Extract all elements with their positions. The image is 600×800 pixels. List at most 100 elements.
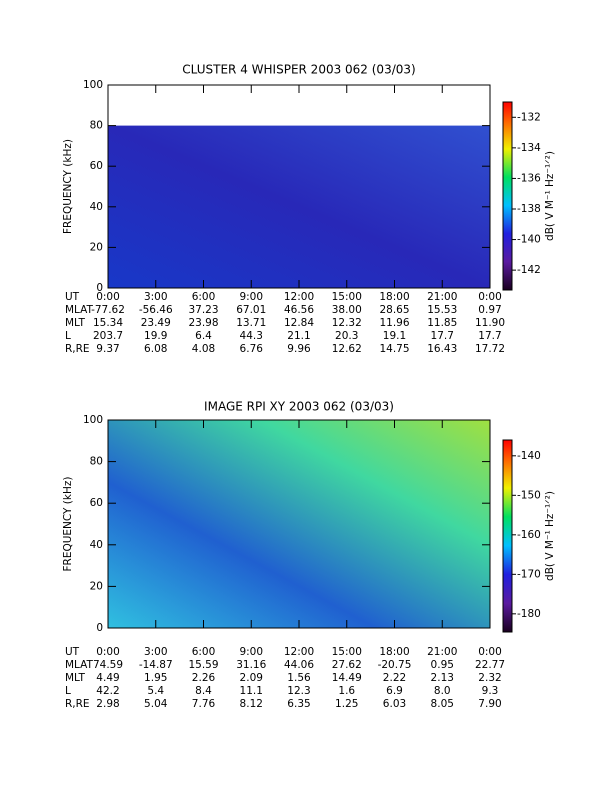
ephemeris-value: 1.6	[338, 685, 355, 697]
ephemeris-label: UT	[65, 646, 80, 658]
colorbar-tick-label: -150	[517, 489, 541, 501]
ephemeris-value: 37.23	[188, 304, 218, 316]
ephemeris-value: 6.4	[195, 330, 212, 342]
ephemeris-value: 0:00	[96, 291, 120, 303]
ephemeris-value: 20.3	[335, 330, 358, 342]
ephemeris-value: 1.25	[335, 698, 358, 710]
y-tick-label: 80	[90, 456, 103, 468]
ephemeris-value: -56.46	[139, 304, 173, 316]
ephemeris-value: 7.90	[478, 698, 501, 710]
ephemeris-value: 9.96	[287, 343, 311, 355]
ephemeris-value: 8.12	[240, 698, 263, 710]
colorbar	[502, 439, 513, 633]
ephemeris-value: 0:00	[478, 646, 502, 658]
ephemeris-value: 18:00	[379, 291, 409, 303]
ephemeris-label: L	[65, 330, 71, 342]
ephemeris-value: 18:00	[379, 646, 409, 658]
colorbar-tick-label: -132	[517, 111, 541, 123]
ephemeris-value: 38.00	[332, 304, 362, 316]
ephemeris-value: 7.76	[192, 698, 216, 710]
ephemeris-value: 4.08	[192, 343, 215, 355]
ephemeris-value: 3:00	[144, 646, 168, 658]
ephemeris-value: 15.53	[427, 304, 457, 316]
ephemeris-value: 0:00	[96, 646, 120, 658]
ephemeris-value: 6.35	[287, 698, 310, 710]
ephemeris-value: 6.08	[144, 343, 167, 355]
ephemeris-value: -14.87	[139, 659, 173, 671]
ephemeris-value: 0.95	[431, 659, 454, 671]
ephemeris-value: 2.32	[478, 672, 501, 684]
colorbar-tick-label: -140	[517, 234, 541, 246]
y-tick-label: 100	[83, 414, 103, 426]
ephemeris-value: 4.49	[96, 672, 119, 684]
y-tick-label: 100	[83, 79, 103, 91]
colorbar-tick-label: -140	[517, 450, 541, 462]
colorbar	[502, 101, 513, 291]
ephemeris-value: 8.0	[434, 685, 451, 697]
ephemeris-value: 9:00	[239, 291, 263, 303]
ephemeris-value: -77.62	[91, 304, 125, 316]
ephemeris-label: MLAT	[65, 304, 94, 316]
ephemeris-label: MLT	[65, 672, 85, 684]
ephemeris-value: 203.7	[93, 330, 123, 342]
y-axis-label: FREQUENCY (kHz)	[62, 139, 74, 234]
y-tick-label: 80	[90, 120, 103, 132]
ephemeris-value: 28.65	[379, 304, 409, 316]
y-tick-label: 60	[90, 160, 103, 172]
ephemeris-value: 6.03	[383, 698, 406, 710]
ephemeris-value: 12.84	[284, 317, 314, 329]
ephemeris-value: 21:00	[427, 291, 457, 303]
ephemeris-value: 17.7	[478, 330, 501, 342]
ephemeris-value: 74.59	[93, 659, 123, 671]
y-tick-label: 40	[90, 201, 103, 213]
ephemeris-label: MLAT	[65, 659, 94, 671]
ephemeris-value: 17.72	[475, 343, 505, 355]
ephemeris-value: 42.2	[96, 685, 119, 697]
y-tick-label: 0	[96, 282, 103, 294]
ephemeris-value: 6:00	[192, 646, 216, 658]
y-tick-label: 20	[90, 241, 103, 253]
colorbar-tick-label: -170	[517, 568, 541, 580]
ephemeris-value: 5.4	[147, 685, 164, 697]
colorbar-tick-label: -180	[517, 608, 541, 620]
y-tick-label: 0	[96, 622, 103, 634]
colorbar-tick-label: -138	[517, 203, 541, 215]
colorbar-label: dB( V M⁻¹ Hz⁻¹ᐟ²)	[544, 151, 556, 241]
ephemeris-value: 21:00	[427, 646, 457, 658]
ephemeris-value: 0.97	[478, 304, 501, 316]
ephemeris-value: 2.26	[192, 672, 216, 684]
chart-title: CLUSTER 4 WHISPER 2003 062 (03/03)	[182, 63, 415, 77]
ephemeris-value: 8.05	[431, 698, 454, 710]
ephemeris-value: 9.37	[96, 343, 119, 355]
ephemeris-value: 21.1	[287, 330, 310, 342]
ephemeris-value: 6.76	[240, 343, 264, 355]
ephemeris-value: 0:00	[478, 291, 502, 303]
ephemeris-value: 14.75	[379, 343, 409, 355]
ephemeris-value: 17.7	[431, 330, 454, 342]
ephemeris-value: 2.98	[96, 698, 119, 710]
y-axis-label: FREQUENCY (kHz)	[62, 477, 74, 572]
ephemeris-value: 19.1	[383, 330, 406, 342]
ephemeris-value: 9:00	[239, 646, 263, 658]
ephemeris-label: L	[65, 685, 71, 697]
ephemeris-value: 11.90	[475, 317, 505, 329]
ephemeris-value: 14.49	[332, 672, 362, 684]
ephemeris-value: 12.62	[332, 343, 362, 355]
chart-title: IMAGE RPI XY 2003 062 (03/03)	[204, 400, 394, 414]
ephemeris-label: R,RE	[65, 698, 90, 710]
ephemeris-value: 11.85	[427, 317, 457, 329]
ephemeris-value: 9.3	[482, 685, 499, 697]
y-tick-label: 40	[90, 539, 103, 551]
colorbar-tick-label: -160	[517, 529, 541, 541]
ephemeris-value: 11.96	[379, 317, 409, 329]
ephemeris-value: 11.1	[240, 685, 263, 697]
ephemeris-value: -20.75	[378, 659, 412, 671]
ephemeris-value: 15:00	[332, 646, 362, 658]
ephemeris-value: 22.77	[475, 659, 505, 671]
ephemeris-value: 1.95	[144, 672, 167, 684]
ephemeris-value: 19.9	[144, 330, 167, 342]
colorbar-tick-label: -142	[517, 264, 541, 276]
ephemeris-label: MLT	[65, 317, 85, 329]
ephemeris-value: 23.98	[188, 317, 218, 329]
ephemeris-value: 8.4	[195, 685, 212, 697]
